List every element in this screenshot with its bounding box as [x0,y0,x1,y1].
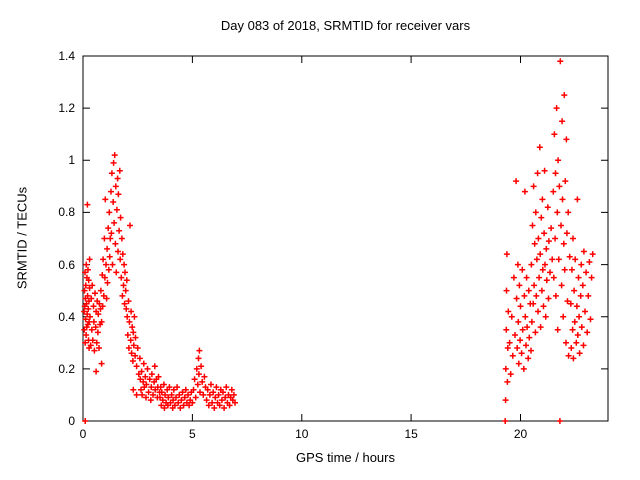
y-tick-label: 0.2 [58,361,75,376]
axis-ticks [82,55,608,422]
y-tick-label: 0.8 [58,205,75,220]
x-axis-label: GPS time / hours [296,450,395,465]
y-tick-label: 0.6 [58,257,75,272]
scatter-points [81,58,596,424]
x-tick-label: 20 [513,427,528,441]
y-tick-label: 0.4 [58,309,75,324]
plot-border [82,55,609,422]
x-tick-label: 5 [189,427,196,441]
y-tick-label: 1.4 [58,49,75,63]
y-tick-label: 1.2 [58,101,75,116]
chart-title: Day 083 of 2018, SRMTID for receiver var… [220,18,471,33]
x-tick-label: 10 [295,427,309,441]
x-tick-label: 0 [79,427,87,441]
y-tick-label: 0 [68,414,75,428]
y-tick-label: 1 [68,153,75,168]
x-tick-label: 15 [404,427,418,441]
